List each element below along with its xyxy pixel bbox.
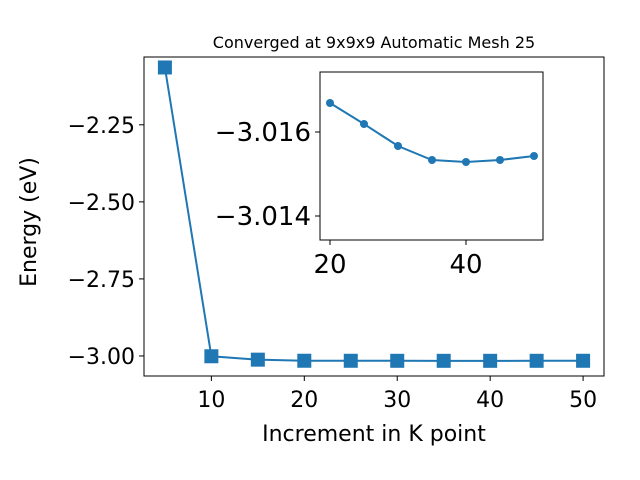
inset-data-point-marker	[462, 158, 470, 166]
x-tick-label: 40	[476, 388, 504, 413]
inset-data-point-marker	[496, 156, 504, 164]
x-tick-label: 10	[197, 388, 225, 413]
data-point-marker	[157, 60, 172, 75]
x-tick-label: 30	[383, 388, 411, 413]
data-point-marker	[576, 353, 591, 368]
inset-data-point-marker	[428, 156, 436, 164]
y-tick-label: −2.50	[68, 191, 135, 216]
y-tick-label: −3.00	[68, 345, 135, 370]
data-point-marker	[343, 353, 358, 368]
x-tick-label: 20	[290, 388, 318, 413]
data-point-marker	[297, 353, 312, 368]
data-point-marker	[483, 353, 498, 368]
main-plot-frame	[143, 56, 605, 377]
inset-y-tick-label: −3.016	[215, 118, 311, 148]
x-tick-label: 50	[569, 388, 597, 413]
data-point-marker	[529, 353, 544, 368]
inset-plot-frame	[319, 71, 544, 241]
inset-data-point-marker	[360, 120, 368, 128]
data-point-marker	[436, 353, 451, 368]
inset-data-point-marker	[326, 99, 334, 107]
y-tick-label: −2.25	[68, 114, 135, 139]
data-point-marker	[204, 349, 219, 364]
inset-data-point-marker	[394, 142, 402, 150]
y-axis-label: Energy (eV)	[17, 157, 42, 287]
y-tick-label: −2.75	[68, 268, 135, 293]
main-series-line	[163, 67, 584, 362]
chart-title: Converged at 9x9x9 Automatic Mesh 25	[213, 33, 535, 52]
inset-data-point-marker	[530, 152, 538, 160]
data-point-marker	[250, 352, 265, 367]
inset-y-tick-label: −3.014	[215, 202, 311, 232]
data-point-marker	[390, 353, 405, 368]
inset-x-tick-label: 40	[449, 250, 482, 280]
x-axis-label: Increment in K point	[262, 422, 486, 447]
inset-x-tick-label: 20	[313, 250, 346, 280]
